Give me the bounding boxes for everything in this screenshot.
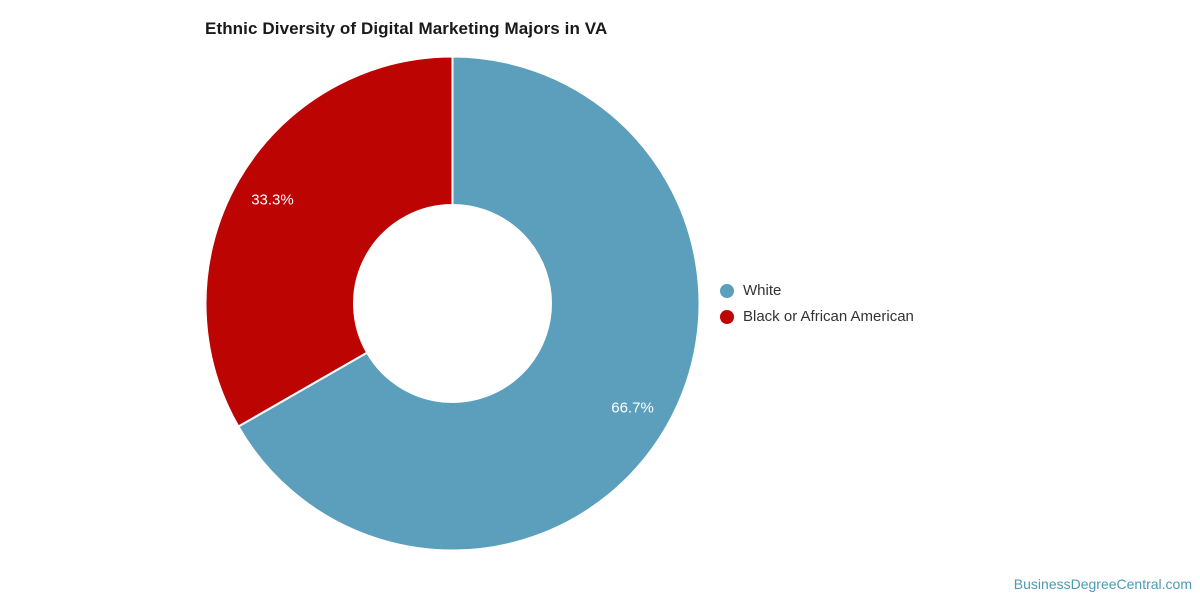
legend-label: White (743, 282, 782, 299)
legend: White Black or African American (720, 280, 914, 327)
donut-slice-white[interactable] (237, 55, 701, 552)
legend-item-black-or-african-american[interactable]: Black or African American (720, 306, 914, 327)
donut-slice-black-or-african-american[interactable] (204, 55, 454, 428)
legend-marker-icon (720, 283, 734, 298)
legend-item-white[interactable]: White (720, 280, 914, 301)
slice-label-white: 66.7% (611, 400, 654, 417)
watermark-link[interactable]: BusinessDegreeCentral.com (1013, 576, 1192, 592)
chart-title: Ethnic Diversity of Digital Marketing Ma… (205, 19, 608, 38)
legend-label: Black or African American (743, 308, 914, 325)
slice-label-black-or-african-american: 33.3% (251, 191, 294, 208)
legend-marker-icon (720, 309, 734, 324)
